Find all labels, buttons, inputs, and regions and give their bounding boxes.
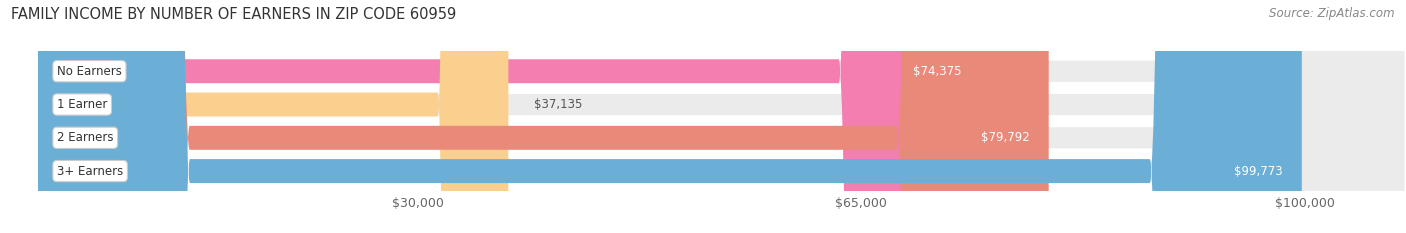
Text: Source: ZipAtlas.com: Source: ZipAtlas.com: [1270, 7, 1395, 20]
Text: $99,773: $99,773: [1234, 164, 1282, 178]
Text: 1 Earner: 1 Earner: [58, 98, 107, 111]
Text: $74,375: $74,375: [912, 65, 962, 78]
Text: FAMILY INCOME BY NUMBER OF EARNERS IN ZIP CODE 60959: FAMILY INCOME BY NUMBER OF EARNERS IN ZI…: [11, 7, 457, 22]
FancyBboxPatch shape: [38, 0, 980, 233]
Text: $79,792: $79,792: [981, 131, 1029, 144]
FancyBboxPatch shape: [38, 0, 1049, 233]
FancyBboxPatch shape: [38, 0, 1406, 233]
FancyBboxPatch shape: [38, 0, 1406, 233]
FancyBboxPatch shape: [38, 0, 1302, 233]
FancyBboxPatch shape: [38, 0, 1406, 233]
Text: 2 Earners: 2 Earners: [58, 131, 114, 144]
Text: $37,135: $37,135: [534, 98, 582, 111]
Text: 3+ Earners: 3+ Earners: [58, 164, 124, 178]
FancyBboxPatch shape: [38, 0, 509, 233]
FancyBboxPatch shape: [38, 0, 1406, 233]
Text: No Earners: No Earners: [58, 65, 122, 78]
